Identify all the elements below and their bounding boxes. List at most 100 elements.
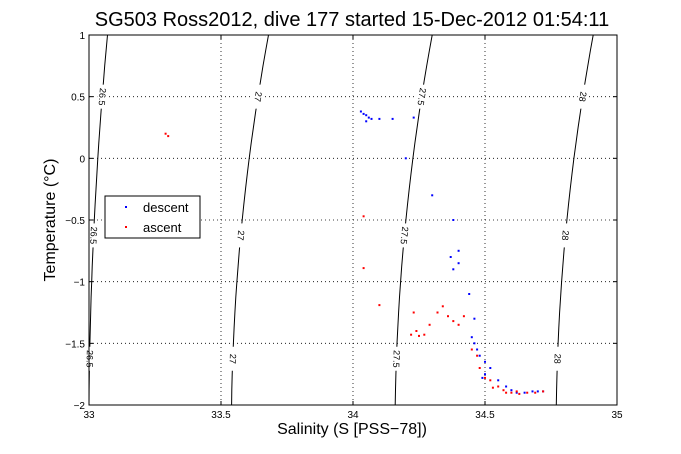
contour-label-bg xyxy=(577,84,588,109)
ascent-point xyxy=(526,391,529,394)
descent-point xyxy=(481,376,484,379)
contour-label: 26.5 xyxy=(84,350,94,368)
ascent-point xyxy=(410,333,413,336)
legend-marker-ascent xyxy=(125,226,127,228)
descent-point xyxy=(515,391,518,394)
contour-label: 27.5 xyxy=(399,226,411,244)
contour-label: 28 xyxy=(577,91,588,102)
contour-label: 27.5 xyxy=(391,350,402,368)
contour-label: 27 xyxy=(252,91,263,102)
ascent-point xyxy=(510,391,513,394)
descent-point xyxy=(365,120,368,123)
contour-label-bg xyxy=(252,84,263,109)
ascent-point xyxy=(478,367,481,369)
contour-label: 26.5 xyxy=(97,88,108,106)
ascent-point xyxy=(518,392,521,395)
ascent-point xyxy=(412,311,415,314)
ascent-point xyxy=(502,389,505,392)
ascent-point xyxy=(167,135,170,138)
contour-label-bg xyxy=(416,84,427,109)
legend-marker-descent xyxy=(125,206,127,208)
descent-point xyxy=(391,117,394,120)
descent-point xyxy=(404,157,407,160)
ascent-point xyxy=(534,391,537,394)
x-tick-label: 33.5 xyxy=(211,410,231,421)
ascent-point xyxy=(497,385,500,388)
contour-label-bg xyxy=(552,346,563,371)
descent-point xyxy=(473,317,476,320)
ascent-point xyxy=(362,267,365,270)
x-axis-ticks: 33 33.5 34 34.5 35 xyxy=(83,35,623,421)
ascent-point xyxy=(452,320,455,323)
y-tick-label: −1 xyxy=(74,278,86,289)
descent-point xyxy=(489,367,492,369)
descent-point xyxy=(523,391,526,394)
descent-point xyxy=(476,348,479,351)
descent-point xyxy=(536,390,539,393)
descent-point xyxy=(510,389,513,392)
ascent-point xyxy=(428,323,431,326)
descent-point xyxy=(449,256,452,258)
y-tick-label: 0 xyxy=(79,154,85,165)
legend-label-descent: descent xyxy=(143,200,189,215)
descent-point xyxy=(431,194,434,197)
ascent-point xyxy=(505,391,508,394)
y-tick-label: −0.5 xyxy=(65,216,85,227)
descent-point xyxy=(378,117,381,120)
legend-label-ascent: ascent xyxy=(143,220,182,235)
descent-point xyxy=(497,379,500,382)
y-tick-label: −1.5 xyxy=(65,339,85,350)
contour-label-bg xyxy=(97,84,108,109)
data-points xyxy=(164,110,545,395)
x-axis-label: Salinity (S [PSS−78]) xyxy=(277,421,427,438)
ascent-point xyxy=(164,132,167,135)
ascent-point xyxy=(441,305,444,308)
descent-point xyxy=(531,390,534,393)
x-tick-label: 33 xyxy=(83,410,95,421)
descent-point xyxy=(370,117,373,120)
descent-point xyxy=(457,262,460,265)
ascent-point xyxy=(415,330,418,332)
descent-point xyxy=(484,360,486,363)
contour-label-bg xyxy=(88,223,99,248)
ascent-point xyxy=(378,304,381,307)
contour-label-bg xyxy=(84,346,95,371)
ascent-point xyxy=(418,334,420,337)
ascent-point xyxy=(491,386,494,389)
contour-label-bg xyxy=(227,346,238,371)
y-tick-label: 0.5 xyxy=(71,93,85,104)
grid-lines xyxy=(89,35,617,405)
ascent-point xyxy=(542,390,545,393)
y-tick-label: −2 xyxy=(74,401,86,412)
descent-point xyxy=(468,293,471,295)
ascent-point xyxy=(447,315,449,318)
chart-title: SG503 Ross2012, dive 177 started 15-Dec-… xyxy=(95,9,609,31)
contour-label: 28 xyxy=(552,354,562,364)
ascent-point xyxy=(423,333,426,336)
ascent-point xyxy=(484,376,486,379)
x-tick-label: 34 xyxy=(347,410,359,421)
contour-label: 27 xyxy=(228,354,238,364)
ascent-point xyxy=(362,215,365,218)
ascent-point xyxy=(436,311,439,314)
contour-label: 27.5 xyxy=(415,87,428,106)
descent-point xyxy=(367,116,370,119)
contour-label-bg xyxy=(560,223,571,248)
y-axis-ticks: −2 −1.5 −1 −0.5 0 0.5 1 xyxy=(65,31,617,412)
contour-label-bg xyxy=(235,223,246,248)
ascent-point xyxy=(457,323,460,326)
legend-box xyxy=(104,195,201,239)
legend: descent ascent xyxy=(104,195,201,239)
descent-point xyxy=(470,336,473,339)
contour-label-bg xyxy=(391,346,402,371)
descent-point xyxy=(362,112,365,115)
descent-point xyxy=(365,114,368,117)
descent-point xyxy=(359,110,362,113)
x-tick-label: 35 xyxy=(611,410,623,421)
descent-point xyxy=(412,116,415,119)
descent-point xyxy=(473,342,476,345)
ascent-point xyxy=(470,348,473,351)
descent-point xyxy=(505,385,508,388)
ascent-point xyxy=(476,354,479,357)
